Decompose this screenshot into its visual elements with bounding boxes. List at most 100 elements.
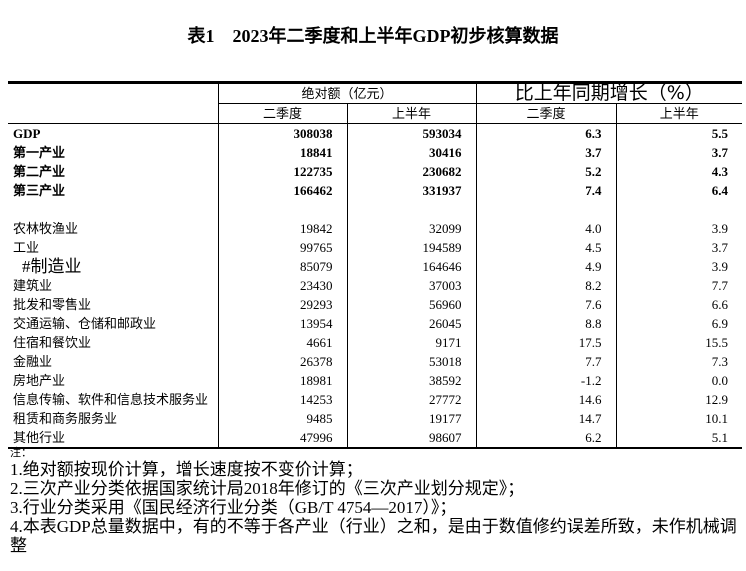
- row-label: 第二产业: [13, 164, 66, 179]
- h1-absolute-cell: 194589: [346, 238, 477, 257]
- h1-absolute-cell: 38592: [346, 371, 477, 390]
- table-row: 住宿和餐饮业 4661 9171 17.5 15.5: [8, 333, 743, 352]
- q2-absolute-cell: 122735: [217, 162, 347, 181]
- note-item: 4.本表GDP总量数据中，有的不等于各产业（行业）之和，是由于数值修约误差所致，…: [10, 517, 737, 555]
- notes-heading: 注：: [10, 447, 32, 459]
- header-q2-growth: 二季度: [475, 103, 617, 124]
- table-row: 信息传输、软件和信息技术服务业 14253 27772 14.6 12.9: [8, 390, 743, 409]
- table-row: 第一产业 18841 30416 3.7 3.7: [8, 143, 743, 162]
- q2-absolute-cell: 9485: [217, 409, 347, 428]
- table-row: 租赁和商务服务业 9485 19177 14.7 10.1: [8, 409, 743, 428]
- table-row: 建筑业 23430 37003 8.2 7.7: [8, 276, 743, 295]
- q2-growth-cell: 6.2: [475, 428, 617, 449]
- gdp-table: 绝对额（亿元） 比上年同期增长（%） 二季度 上半年 二季度 上半年 GDP 30…: [8, 81, 743, 449]
- row-label: 第一产业: [13, 145, 66, 160]
- q2-absolute-cell: 99765: [217, 238, 347, 257]
- row-label: 房地产业: [13, 373, 66, 388]
- q2-growth-cell: 8.2: [475, 276, 617, 295]
- h1-absolute-cell: 32099: [346, 219, 477, 238]
- h1-absolute-cell: 19177: [346, 409, 477, 428]
- h1-absolute-cell: 26045: [346, 314, 477, 333]
- h1-absolute-cell: 593034: [346, 123, 477, 143]
- empty-cell: [475, 200, 617, 219]
- q2-growth-cell: 4.5: [475, 238, 617, 257]
- q2-growth-cell: 3.7: [475, 143, 617, 162]
- h1-growth-cell: 6.9: [615, 314, 743, 333]
- empty-cell: [615, 200, 743, 219]
- header-blank: [8, 81, 218, 104]
- h1-growth-cell: 6.6: [615, 295, 743, 314]
- q2-absolute-cell: 85079: [217, 257, 347, 276]
- table-row: 房地产业 18981 38592 -1.2 0.0: [8, 371, 743, 390]
- notes: 注： 1.绝对额按现价计算，增长速度按不变价计算； 2.三次产业分类依据国家统计…: [10, 446, 740, 555]
- q2-growth-cell: 8.8: [475, 314, 617, 333]
- q2-absolute-cell: 166462: [217, 181, 347, 200]
- row-label: 交通运输、仓储和邮政业: [13, 316, 157, 331]
- row-label: 租赁和商务服务业: [13, 411, 118, 426]
- spacer-row: [8, 200, 743, 219]
- note-item: 3.行业分类采用《国民经济行业分类（GB/T 4754—2017）》；: [10, 498, 457, 517]
- q2-absolute-cell: 23430: [217, 276, 347, 295]
- h1-growth-cell: 6.4: [615, 181, 743, 200]
- row-label: GDP: [13, 126, 41, 141]
- note-item: 2.三次产业分类依据国家统计局2018年修订的《三次产业划分规定》；: [10, 479, 525, 498]
- header-absolute: 绝对额（亿元）: [217, 81, 477, 104]
- row-label: 金融业: [13, 354, 53, 369]
- row-label: 信息传输、软件和信息技术服务业: [13, 392, 209, 407]
- empty-cell: [217, 200, 347, 219]
- q2-absolute-cell: 18841: [217, 143, 347, 162]
- q2-absolute-cell: 47996: [217, 428, 347, 449]
- row-label: 批发和零售业: [13, 297, 92, 312]
- q2-absolute-cell: 4661: [217, 333, 347, 352]
- h1-growth-cell: 0.0: [615, 371, 743, 390]
- q2-growth-cell: 4.9: [475, 257, 617, 276]
- h1-growth-cell: 3.9: [615, 257, 743, 276]
- table-row: 批发和零售业 29293 56960 7.6 6.6: [8, 295, 743, 314]
- row-label: 其他行业: [8, 428, 218, 449]
- h1-absolute-cell: 164646: [346, 257, 477, 276]
- h1-growth-cell: 4.3: [615, 162, 743, 181]
- table-title: 表1 2023年二季度和上半年GDP初步核算数据: [187, 26, 559, 46]
- q2-absolute-cell: 19842: [217, 219, 347, 238]
- q2-growth-cell: -1.2: [475, 371, 617, 390]
- h1-growth-cell: 15.5: [615, 333, 743, 352]
- note-item: 1.绝对额按现价计算，增长速度按不变价计算；: [10, 460, 363, 479]
- q2-growth-cell: 14.6: [475, 390, 617, 409]
- table-row: 交通运输、仓储和邮政业 13954 26045 8.8 6.9: [8, 314, 743, 333]
- q2-absolute-cell: 14253: [217, 390, 347, 409]
- h1-absolute-cell: 30416: [346, 143, 477, 162]
- q2-growth-cell: 17.5: [475, 333, 617, 352]
- h1-absolute-cell: 9171: [346, 333, 477, 352]
- q2-growth-cell: 14.7: [475, 409, 617, 428]
- table-row: 第三产业 166462 331937 7.4 6.4: [8, 181, 743, 200]
- h1-growth-cell: 7.3: [615, 352, 743, 371]
- header-q2-abs: 二季度: [217, 103, 347, 124]
- table-row: 工业 99765 194589 4.5 3.7: [8, 238, 743, 257]
- q2-growth-cell: 7.4: [475, 181, 617, 200]
- h1-growth-cell: 3.9: [615, 219, 743, 238]
- header-h1-growth: 上半年: [615, 103, 743, 124]
- h1-absolute-cell: 56960: [346, 295, 477, 314]
- h1-absolute-cell: 98607: [346, 428, 477, 449]
- h1-growth-cell: 7.7: [615, 276, 743, 295]
- row-label: 工业: [13, 240, 40, 255]
- table-row: #制造业 85079 164646 4.9 3.9: [8, 257, 743, 276]
- row-label: 建筑业: [13, 278, 53, 293]
- row-label: 住宿和餐饮业: [13, 335, 92, 350]
- q2-growth-cell: 6.3: [475, 123, 617, 143]
- h1-absolute-cell: 53018: [346, 352, 477, 371]
- row-label: 第三产业: [13, 183, 66, 198]
- header-growth: 比上年同期增长（%）: [475, 81, 743, 104]
- q2-growth-cell: 7.7: [475, 352, 617, 371]
- h1-absolute-cell: 230682: [346, 162, 477, 181]
- h1-growth-cell: 3.7: [615, 143, 743, 162]
- table-row: 其他行业 47996 98607 6.2 5.1: [8, 428, 743, 449]
- q2-growth-cell: 7.6: [475, 295, 617, 314]
- table-row: 第二产业 122735 230682 5.2 4.3: [8, 162, 743, 181]
- h1-absolute-cell: 331937: [346, 181, 477, 200]
- q2-absolute-cell: 26378: [217, 352, 347, 371]
- q2-absolute-cell: 18981: [217, 371, 347, 390]
- h1-growth-cell: 5.1: [615, 428, 743, 449]
- h1-growth-cell: 3.7: [615, 238, 743, 257]
- table-row: GDP 308038 593034 6.3 5.5: [8, 123, 743, 143]
